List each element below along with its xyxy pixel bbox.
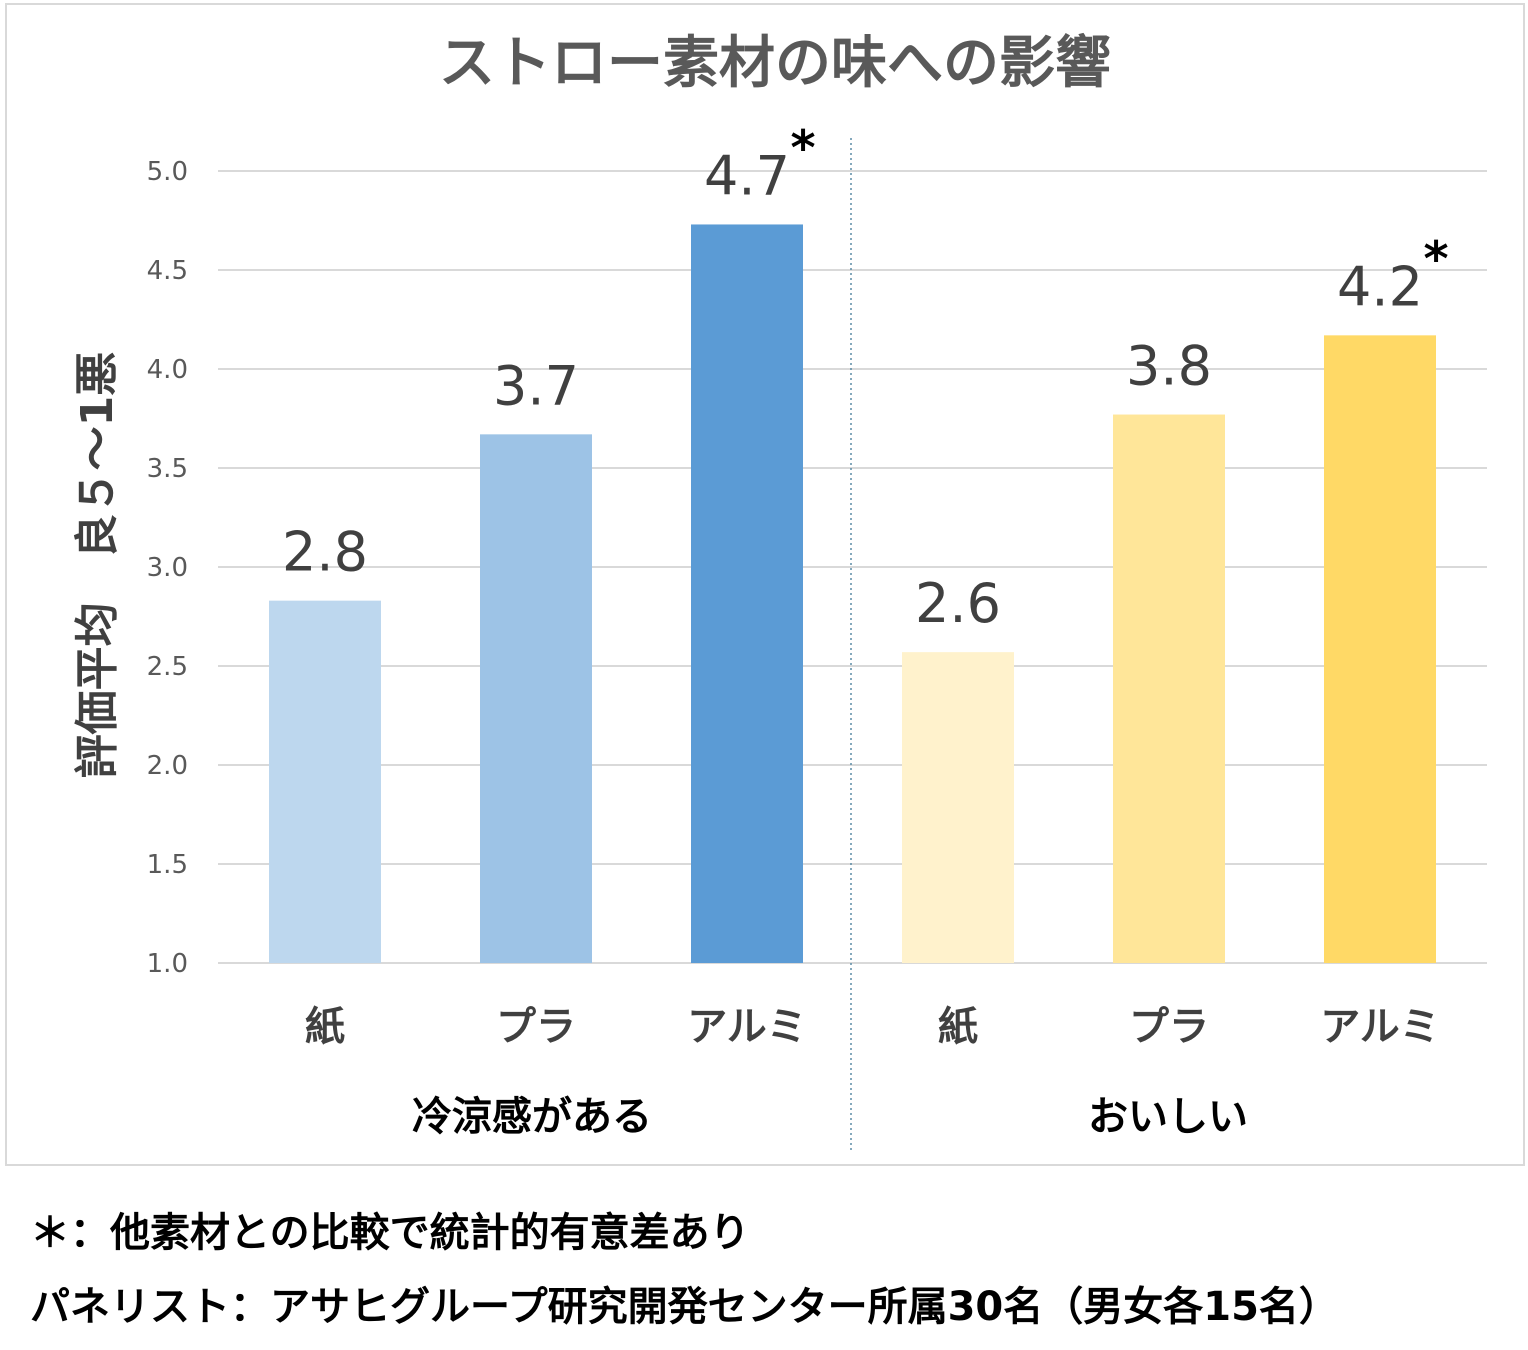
bar [480, 434, 592, 964]
y-tick-label: 3.5 [147, 454, 188, 484]
data-label: 3.7 [493, 354, 579, 417]
footnote-significance: ＊：他素材との比較で統計的有意差あり [30, 1210, 750, 1256]
x-category-label: 紙 [305, 1004, 345, 1050]
bar [1324, 335, 1436, 964]
data-label: 4.7 [704, 144, 790, 207]
y-tick-label: 2.0 [147, 751, 188, 781]
data-label: 4.2 [1337, 255, 1423, 318]
bar [902, 652, 1014, 963]
x-category-label: 紙 [938, 1004, 978, 1050]
y-tick-label: 1.0 [147, 949, 188, 979]
y-tick-label: 2.5 [147, 652, 188, 682]
y-tick-label: 5.0 [147, 157, 188, 187]
bar-chart: ストロー素材の味への影響 評価平均 良５～1悪 5.0 4.5 4.0 3.5 3.0 2… [72, 31, 1487, 1152]
gridlines: 5.0 4.5 4.0 3.5 3.0 2.5 2.0 1.5 1.0 [147, 157, 1487, 979]
data-label: 3.8 [1126, 335, 1212, 398]
y-tick-label: 3.0 [147, 553, 188, 583]
y-tick-label: 4.5 [147, 256, 188, 286]
footnote-panelists: パネリスト：アサヒグループ研究開発センター所属30名（男女各15名） [30, 1284, 1339, 1330]
chart-title: ストロー素材の味への影響 [439, 31, 1111, 96]
bar [269, 600, 381, 963]
y-tick-label: 1.5 [147, 850, 188, 880]
data-label: 2.6 [915, 572, 1001, 635]
bar [1113, 414, 1225, 963]
x-category-label: アルミ [1320, 1004, 1440, 1050]
x-category-label: プラ [496, 1004, 576, 1050]
significance-mark: * [1423, 231, 1448, 287]
y-tick-label: 4.0 [147, 355, 188, 385]
x-category-label: プラ [1129, 1004, 1209, 1050]
x-group-label: 冷涼感がある [412, 1094, 652, 1140]
x-category-label: アルミ [687, 1004, 807, 1050]
bars [269, 224, 1436, 964]
x-group-label: おいしい [1088, 1094, 1248, 1140]
significance-mark: * [790, 120, 815, 176]
bar [691, 224, 803, 963]
data-label: 2.8 [282, 521, 368, 584]
y-axis-label: 評価平均 良５～1悪 [72, 352, 123, 779]
